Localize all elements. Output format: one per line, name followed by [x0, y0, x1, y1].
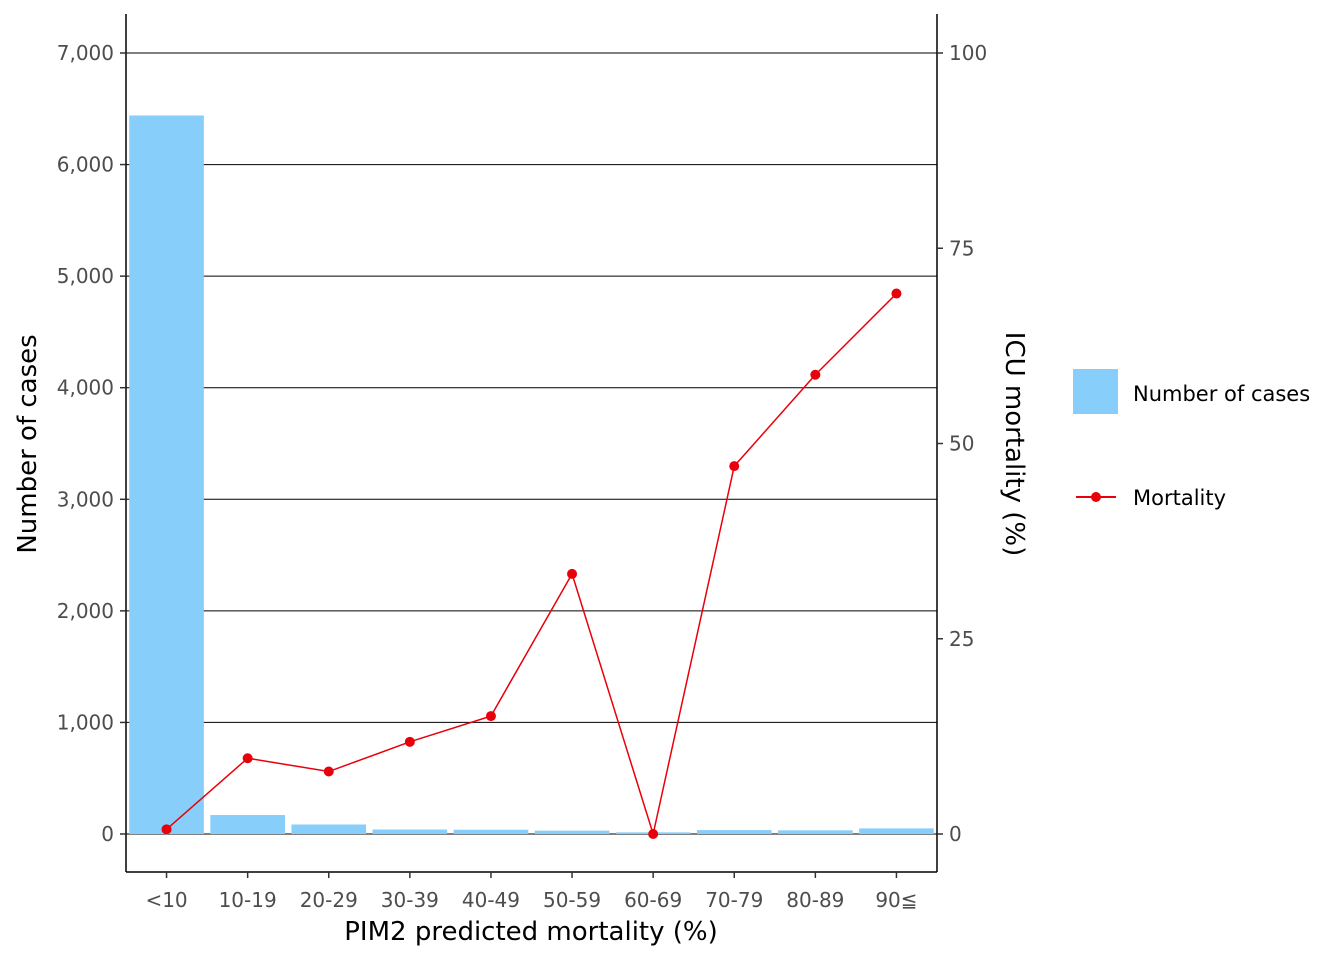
mortality-line: [166, 293, 897, 837]
x-tick-label-7: 70-79: [705, 888, 763, 912]
y-left-tick-label-5: 5,000: [57, 264, 114, 288]
mortality-point-4: [485, 711, 496, 722]
y-left-tick-label-6: 6,000: [57, 153, 114, 177]
legend-label-cases: Number of cases: [1133, 382, 1310, 406]
axes: [120, 14, 943, 878]
x-tick-label-1: 10-19: [219, 888, 277, 912]
y-right-tick-labels: 0 25 50 75 100: [949, 41, 987, 846]
mortality-point-2: [323, 766, 334, 777]
y-right-tick-label-0: 0: [949, 822, 962, 846]
y-left-tick-label-1: 1,000: [57, 710, 114, 734]
x-tick-label-8: 80-89: [786, 888, 844, 912]
y-right-tick-label-4: 100: [949, 41, 987, 65]
mortality-point-6: [648, 829, 659, 839]
mortality-point-1: [242, 753, 253, 764]
legend-label-mortality: Mortality: [1133, 486, 1226, 510]
x-tick-label-4: 40-49: [462, 888, 520, 912]
mortality-point-8: [810, 369, 821, 380]
x-tick-label-6: 60-69: [624, 888, 682, 912]
bar-0: [129, 115, 204, 835]
x-tick-label-3: 30-39: [381, 888, 439, 912]
bar-2: [291, 824, 367, 834]
gridlines: [126, 52, 937, 835]
mortality-point-3: [404, 736, 415, 747]
line-series: [161, 288, 902, 839]
y-left-tick-label-4: 4,000: [57, 376, 114, 400]
x-axis-title: PIM2 predicted mortality (%): [344, 917, 718, 947]
mortality-point-0: [161, 824, 172, 835]
bar-1: [210, 815, 285, 834]
y-left-tick-label-0: 0: [101, 822, 114, 846]
y-left-tick-label-2: 2,000: [57, 599, 114, 623]
y-left-tick-label-3: 3,000: [57, 487, 114, 511]
mortality-point-5: [567, 568, 578, 579]
bar-8: [778, 830, 853, 834]
y-right-tick-label-1: 25: [949, 627, 974, 651]
bar-series: [129, 115, 934, 835]
x-tick-label-0: <10: [145, 888, 187, 912]
y-right-tick-label-2: 50: [949, 432, 974, 456]
legend-swatch-cases: [1073, 369, 1118, 414]
y-left-tick-label-7: 7,000: [57, 41, 114, 65]
x-tick-label-9: 90≦: [875, 888, 917, 912]
legend-swatch-mortality-point: [1091, 492, 1101, 502]
mortality-point-7: [729, 461, 740, 472]
bar-9: [859, 828, 934, 834]
y-left-tick-labels: 0 1,000 2,000 3,000 4,000 5,000 6,000 7,000: [57, 41, 114, 846]
x-tick-label-2: 20-29: [300, 888, 358, 912]
x-tick-labels: <10 10-19 20-29 30-39 40-49 50-59 60-69 70-79 80…: [145, 888, 917, 912]
bar-3: [372, 829, 448, 834]
bar-7: [696, 830, 772, 834]
mortality-point-9: [891, 288, 902, 299]
bar-5: [534, 830, 610, 834]
legend: Number of cases Mortality: [1073, 369, 1310, 510]
y-left-axis-title: Number of cases: [13, 334, 43, 553]
y-right-tick-label-3: 75: [949, 236, 974, 260]
x-tick-label-5: 50-59: [543, 888, 601, 912]
bar-4: [453, 829, 529, 834]
y-right-axis-title: ICU mortality (%): [999, 332, 1029, 556]
